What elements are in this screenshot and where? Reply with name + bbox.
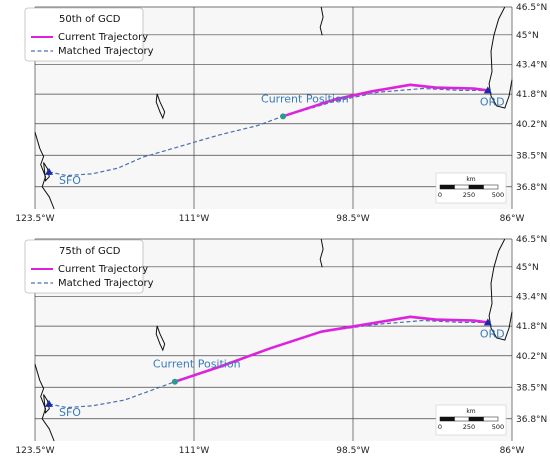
lat-tick-label: 45°N <box>516 31 539 41</box>
lat-tick-label: 36.8°N <box>516 183 547 193</box>
lon-tick-label: 86°W <box>500 446 525 456</box>
current-trajectory-line <box>174 315 488 383</box>
scale-bar-unit: km <box>466 176 475 183</box>
lat-tick-label: 41.8°N <box>516 90 547 100</box>
lon-tick-label: 98.5°W <box>336 446 370 456</box>
lat-tick-label: 41.8°N <box>516 322 547 332</box>
san-francisco-bay-outline <box>43 162 50 182</box>
scale-bar: km 0 250 500 <box>435 404 507 436</box>
airport-ord: ORD <box>480 318 505 340</box>
lon-tick-label: 123.5°W <box>15 214 54 224</box>
current-position-label: Current Position <box>153 358 241 371</box>
lat-tick-label: 38.5°N <box>516 151 547 161</box>
airport-marker-ord <box>483 318 492 326</box>
lon-tick-label: 123.5°W <box>15 446 54 456</box>
gridlines <box>34 6 513 209</box>
map-panel-50: SFO ORD Current Position 123.5°W 111°W 98.5°W… <box>15 3 547 224</box>
airport-marker-sfo <box>44 399 53 407</box>
airport-sfo: SFO <box>44 399 81 419</box>
lon-tick-label: 111°W <box>179 446 210 456</box>
great-salt-lake-outline <box>155 93 166 120</box>
lat-tick-label: 45°N <box>516 263 539 273</box>
legend-title: 50th of GCD <box>59 14 121 25</box>
geography-outlines <box>34 238 513 442</box>
legend-box <box>24 239 144 294</box>
airport-label-ord: ORD <box>480 95 505 108</box>
scale-bar-tick: 250 <box>463 423 475 431</box>
legend: 75th of GCD Current Trajectory Matched Tra… <box>24 239 154 294</box>
legend-entry-matched: Matched Trajectory <box>58 278 154 289</box>
airport-marker-sfo <box>44 167 53 175</box>
lat-tick-label: 40.2°N <box>516 352 547 362</box>
lon-tick-label: 86°W <box>500 214 525 224</box>
geography-outlines <box>34 6 513 210</box>
airport-label-sfo: SFO <box>59 174 81 187</box>
scale-bar-segment <box>468 184 484 190</box>
lat-tick-label: 46.5°N <box>516 3 547 13</box>
airport-label-ord: ORD <box>480 327 505 340</box>
state-border-outline <box>319 6 324 36</box>
legend-title: 75th of GCD <box>59 246 121 257</box>
scale-bar-segment <box>454 184 470 190</box>
legend-entry-current: Current Trajectory <box>58 32 148 43</box>
scale-bar-segment <box>439 416 455 422</box>
map-panel-75: SFO ORD Current Position 123.5°W 111°W 98.5°W… <box>15 235 547 456</box>
airport-marker-ord <box>483 86 492 94</box>
airport-ord: ORD <box>480 86 505 108</box>
legend: 50th of GCD Current Trajectory Matched Tra… <box>24 7 154 62</box>
lake-michigan-outline <box>488 6 513 109</box>
scale-bar-tick: 0 <box>438 423 442 431</box>
current-position-marker <box>280 113 287 120</box>
lon-tick-label: 111°W <box>179 214 210 224</box>
lat-tick-label: 43.4°N <box>516 60 547 70</box>
scale-bar-unit: km <box>466 408 475 415</box>
legend-box <box>24 7 144 62</box>
lake-michigan-outline <box>488 238 513 341</box>
scale-bar: km 0 250 500 <box>435 172 507 204</box>
state-border-outline <box>319 238 324 268</box>
current-position-label: Current Position <box>261 92 349 105</box>
scale-bar-segment <box>483 416 499 422</box>
scale-bar-tick: 0 <box>438 191 442 199</box>
lat-tick-label: 43.4°N <box>516 292 547 302</box>
legend-entry-current: Current Trajectory <box>58 264 148 275</box>
scale-bar-segment <box>468 416 484 422</box>
airport-sfo: SFO <box>44 167 81 187</box>
lat-tick-label: 36.8°N <box>516 415 547 425</box>
current-trajectory-line <box>282 83 488 118</box>
tick-labels: 123.5°W 111°W 98.5°W 86°W 36.8°N 38.5°N 40.2°N… <box>15 235 547 456</box>
lat-tick-label: 38.5°N <box>516 383 547 393</box>
scale-bar-tick: 250 <box>463 191 475 199</box>
lon-tick-label: 98.5°W <box>336 214 370 224</box>
great-salt-lake-outline <box>155 325 166 352</box>
matched-trajectory-line <box>48 87 488 177</box>
scale-bar-tick: 500 <box>492 423 504 431</box>
legend-entry-matched: Matched Trajectory <box>58 46 154 57</box>
gridlines <box>34 238 513 441</box>
pacific-coastline <box>34 364 55 442</box>
airport-label-sfo: SFO <box>59 406 81 419</box>
scale-bar-segment <box>483 184 499 190</box>
lat-tick-label: 46.5°N <box>516 235 547 245</box>
scale-bar-segment <box>454 416 470 422</box>
scale-bar-segment <box>439 184 455 190</box>
lat-tick-label: 40.2°N <box>516 120 547 130</box>
scale-bar-tick: 500 <box>492 191 504 199</box>
pacific-coastline <box>34 132 55 210</box>
current-position-marker <box>171 378 178 385</box>
tick-labels: 123.5°W 111°W 98.5°W 86°W 36.8°N 38.5°N 40.2°N… <box>15 3 547 224</box>
san-francisco-bay-outline <box>43 394 50 414</box>
